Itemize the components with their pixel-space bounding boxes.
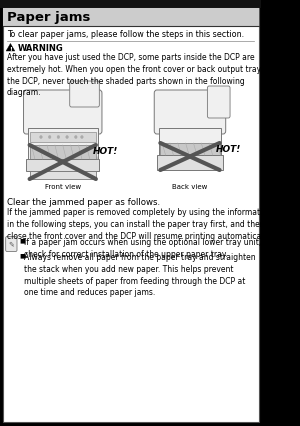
FancyBboxPatch shape — [30, 132, 96, 142]
Text: HOT!: HOT! — [93, 147, 118, 155]
FancyBboxPatch shape — [157, 155, 223, 170]
Text: ■: ■ — [19, 238, 25, 243]
FancyBboxPatch shape — [0, 0, 261, 8]
Text: If a paper jam occurs when using the optional lower tray unit,
check for correct: If a paper jam occurs when using the opt… — [23, 238, 261, 259]
Text: ■: ■ — [19, 253, 25, 258]
Text: ✎: ✎ — [8, 241, 14, 247]
FancyBboxPatch shape — [159, 128, 221, 156]
FancyBboxPatch shape — [30, 145, 96, 159]
Circle shape — [66, 135, 68, 138]
Text: Clear the jammed paper as follows.: Clear the jammed paper as follows. — [7, 198, 160, 207]
Text: Back view: Back view — [172, 184, 208, 190]
FancyBboxPatch shape — [30, 171, 96, 179]
Circle shape — [74, 135, 77, 138]
FancyBboxPatch shape — [160, 143, 220, 155]
FancyBboxPatch shape — [3, 8, 259, 422]
FancyBboxPatch shape — [23, 90, 102, 134]
Text: Paper jams: Paper jams — [7, 12, 90, 25]
FancyBboxPatch shape — [26, 159, 99, 171]
Polygon shape — [6, 43, 15, 51]
Text: HOT!: HOT! — [216, 146, 242, 155]
FancyBboxPatch shape — [154, 90, 226, 134]
FancyBboxPatch shape — [70, 81, 99, 107]
Circle shape — [81, 135, 83, 138]
Circle shape — [57, 135, 60, 138]
Text: WARNING: WARNING — [17, 44, 63, 53]
Text: After you have just used the DCP, some parts inside the DCP are
extremely hot. W: After you have just used the DCP, some p… — [7, 53, 271, 98]
FancyBboxPatch shape — [207, 86, 230, 118]
FancyBboxPatch shape — [3, 8, 259, 26]
Text: Always remove all paper from the paper tray and straighten
the stack when you ad: Always remove all paper from the paper t… — [23, 253, 255, 297]
FancyBboxPatch shape — [28, 128, 98, 160]
Circle shape — [40, 135, 42, 138]
Text: If the jammed paper is removed completely by using the information
in the follow: If the jammed paper is removed completel… — [7, 208, 272, 241]
Text: To clear paper jams, please follow the steps in this section.: To clear paper jams, please follow the s… — [7, 30, 244, 39]
FancyBboxPatch shape — [6, 236, 17, 251]
Text: !: ! — [9, 47, 12, 52]
Circle shape — [48, 135, 51, 138]
Text: Front view: Front view — [45, 184, 81, 190]
